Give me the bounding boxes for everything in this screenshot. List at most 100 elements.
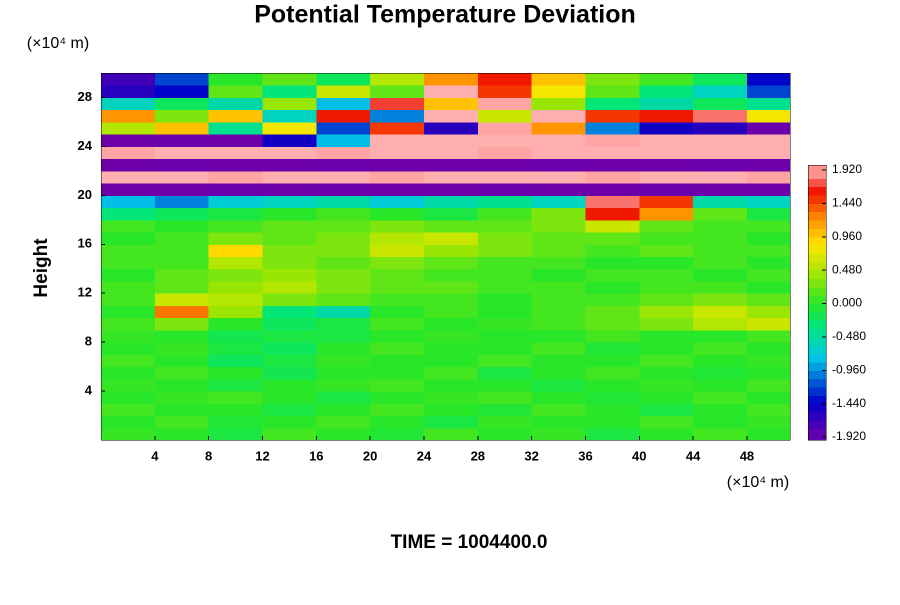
heat-cell	[585, 109, 640, 123]
heat-cell	[423, 366, 479, 380]
heat-cell	[639, 342, 694, 355]
heat-cell	[746, 378, 790, 392]
y-tick-label: 24	[78, 138, 93, 153]
heat-cell	[531, 317, 586, 331]
heat-cell	[477, 256, 533, 270]
heat-cell	[370, 280, 425, 294]
heat-cell	[316, 268, 371, 282]
heat-cell	[477, 305, 533, 319]
colorbar-band	[808, 336, 826, 346]
heat-cell	[585, 391, 640, 404]
heat-cell	[746, 183, 790, 196]
heat-cell	[477, 342, 533, 355]
heat-cell	[693, 280, 748, 294]
x-tick-label: 24	[417, 448, 432, 463]
heat-cell	[639, 354, 694, 368]
y-tick-label: 8	[85, 334, 92, 349]
heat-cell	[585, 244, 640, 257]
heat-cell	[585, 427, 640, 440]
heat-cell	[531, 134, 586, 147]
heat-cell	[585, 134, 640, 147]
colorbar-band	[808, 395, 826, 405]
heat-cell	[423, 342, 479, 355]
heat-cell	[693, 244, 748, 257]
colorbar-tick-label: 0.000	[832, 296, 862, 310]
heat-cell	[423, 244, 479, 257]
heat-cell	[101, 378, 156, 392]
heat-cell	[262, 329, 317, 343]
x-tick-label: 44	[686, 448, 701, 463]
heat-cell	[693, 219, 748, 233]
heat-cell	[585, 232, 640, 245]
heat-cell	[477, 121, 533, 135]
heat-cell	[316, 403, 371, 417]
heat-cell	[316, 427, 371, 440]
heat-cell	[585, 403, 640, 417]
heat-cell	[262, 293, 317, 306]
heat-cell	[477, 391, 533, 404]
heat-cell	[531, 121, 586, 135]
heat-cell	[262, 121, 317, 135]
heat-cell	[423, 170, 479, 184]
heat-cell	[639, 366, 694, 380]
heat-cell	[531, 305, 586, 319]
heat-cell	[316, 183, 371, 196]
heat-cell	[101, 195, 156, 209]
heat-cell	[316, 329, 371, 343]
heat-cell	[423, 305, 479, 319]
heat-cell	[101, 305, 156, 319]
heat-cell	[746, 219, 790, 233]
heat-cell	[693, 170, 748, 184]
colorbar-tick-label: -0.480	[832, 329, 866, 343]
heat-cell	[370, 427, 425, 440]
colorbar-band	[808, 411, 826, 421]
heat-cell	[746, 366, 790, 380]
heat-cell	[639, 391, 694, 404]
x-tick-label: 4	[151, 448, 159, 463]
heat-cell	[370, 354, 425, 368]
heat-cell	[746, 329, 790, 343]
colorbar-tick-label: 1.440	[832, 196, 862, 210]
heat-cell	[208, 317, 263, 331]
heat-cell	[208, 134, 263, 147]
heat-cell	[101, 109, 156, 123]
heat-cell	[101, 207, 156, 221]
colorbar-tick-label: 1.920	[832, 162, 862, 176]
heat-cell	[693, 232, 748, 245]
heat-cell	[101, 232, 156, 245]
heat-cell	[585, 293, 640, 306]
heat-cell	[101, 317, 156, 331]
heat-cell	[370, 378, 425, 392]
heat-cell	[477, 268, 533, 282]
heat-cell	[639, 207, 694, 221]
heat-cell	[693, 121, 748, 135]
heat-cell	[585, 317, 640, 331]
heat-cell	[423, 219, 479, 233]
heat-cell	[101, 366, 156, 380]
heat-cell	[101, 158, 156, 172]
heat-cell	[208, 109, 263, 123]
colorbar-band	[808, 311, 826, 321]
heat-cell	[585, 97, 640, 111]
colorbar-tick-label: 0.960	[832, 229, 862, 243]
heat-cell	[154, 134, 210, 147]
heat-cell	[101, 293, 156, 306]
heat-cell	[154, 427, 210, 440]
heat-cell	[154, 146, 210, 160]
heat-cell	[208, 73, 263, 86]
heat-cell	[746, 121, 790, 135]
heat-cell	[423, 121, 479, 135]
heat-cell	[585, 85, 640, 98]
plot-frame	[100, 72, 791, 441]
heat-cell	[423, 109, 479, 123]
heat-cell	[477, 366, 533, 380]
heat-cell	[370, 244, 425, 257]
heat-cell	[262, 232, 317, 245]
colorbar-band	[808, 320, 826, 330]
heat-cell	[154, 317, 210, 331]
heat-cell	[262, 268, 317, 282]
heat-cell	[208, 366, 263, 380]
heat-cell	[316, 378, 371, 392]
colorbar-band	[808, 420, 826, 430]
colorbar-band	[808, 261, 826, 271]
